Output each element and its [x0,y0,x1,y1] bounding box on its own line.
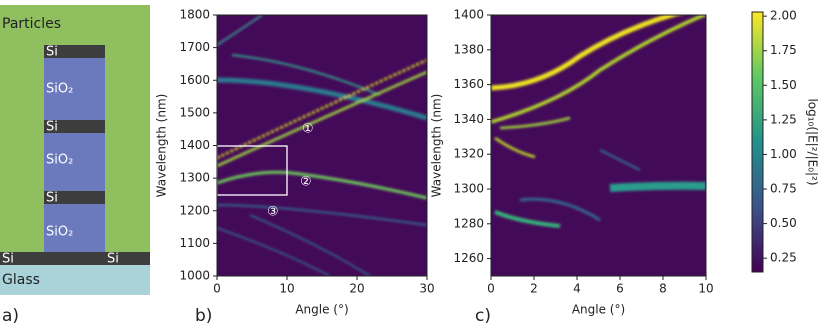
panel-label: a) [2,306,19,326]
colorbar-tick-label: 1.50 [770,78,797,92]
x-axis-label: Angle (°) [572,303,625,317]
x-tick-label: 10 [698,282,713,296]
y-tick-label: 1300 [453,182,484,196]
si-layer [0,252,150,265]
annotation: ② [300,175,312,190]
y-tick-label: 1380 [453,42,484,56]
panel-label: b) [195,306,212,326]
colorbar-label: log₁₀(|E|²/|E₀|²) [806,98,820,185]
panel-label: c) [475,306,491,326]
schematic: Particles Glass Si SiO₂ Si SiO₂ Si SiO₂ … [0,5,150,326]
colorbar-tick-label: 1.25 [770,112,797,126]
colorbar-tick-label: 1.75 [770,43,797,57]
si-layer [44,45,105,58]
glass-region [0,265,150,295]
y-tick-label: 1400 [179,138,210,152]
layer-label: Si [46,191,58,206]
layer-label: SiO₂ [46,82,73,97]
x-tick-label: 6 [616,282,624,296]
y-tick-label: 1600 [179,73,210,87]
y-tick-label: 1500 [179,105,210,119]
layer-label: Si [107,252,119,267]
layer-label: Si [2,252,14,267]
x-tick-label: 0 [213,282,221,296]
heatmap-image [491,15,706,276]
heatmap-image: ① ② ③ [217,15,427,276]
y-axis-label: Wavelength (nm) [155,94,169,198]
colorbar-tick-label: 0.75 [770,182,797,196]
y-tick-label: 1260 [453,251,484,265]
y-tick-label: 1320 [453,147,484,161]
annotation: ③ [267,205,279,220]
layer-label: SiO₂ [46,153,73,168]
plot-frame [490,14,707,277]
si-layer [44,191,105,204]
colorbar-tick-label: 0.25 [770,251,797,265]
column [44,45,105,265]
glass-label: Glass [2,272,40,288]
annotation: ① [302,122,314,137]
particles-label: Particles [2,16,61,32]
x-tick-label: 0 [487,282,495,296]
si-layer [44,120,105,133]
y-tick-label: 1700 [179,40,210,54]
y-tick-label: 1000 [179,269,210,283]
colorbar-tick-label: 0.50 [770,216,797,230]
layer-label: Si [46,120,58,135]
colorbar-tick-label: 1.00 [770,147,797,161]
x-axis-label: Angle (°) [295,303,348,317]
y-tick-label: 1360 [453,77,484,91]
y-tick-label: 1400 [453,8,484,22]
layer-label: Si [46,45,58,60]
layer-label: SiO₂ [46,225,73,240]
colorbar-tick-label: 2.00 [770,9,797,23]
y-tick-label: 1280 [453,216,484,230]
y-tick-label: 1800 [179,8,210,22]
x-tick-label: 30 [419,282,434,296]
x-tick-label: 10 [279,282,294,296]
y-tick-label: 1340 [453,112,484,126]
y-tick-label: 1200 [179,203,210,217]
y-tick-label: 1100 [179,236,210,250]
y-tick-label: 1300 [179,171,210,185]
y-axis-label: Wavelength (nm) [430,94,444,198]
colorbar [752,12,763,272]
x-tick-label: 4 [573,282,581,296]
x-tick-label: 2 [530,282,538,296]
x-tick-label: 20 [349,282,364,296]
x-tick-label: 8 [659,282,667,296]
colorbar-frame [751,11,764,273]
